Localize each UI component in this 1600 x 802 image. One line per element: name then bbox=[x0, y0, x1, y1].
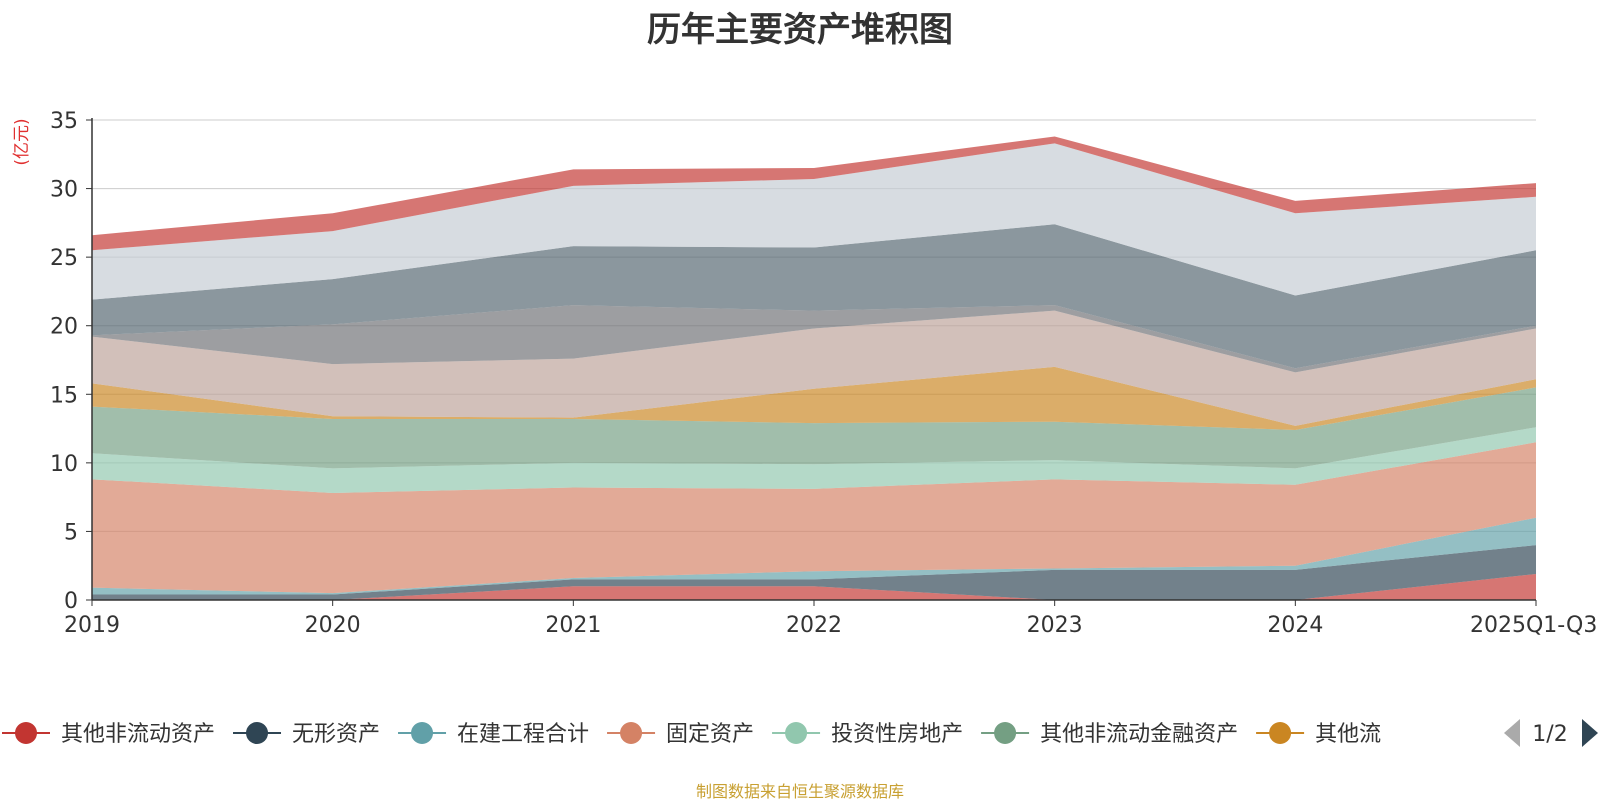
pager-prev-icon[interactable] bbox=[1504, 719, 1520, 747]
legend-item[interactable]: 在建工程合计 bbox=[398, 722, 589, 747]
legend-pager[interactable]: 1/2 bbox=[1504, 719, 1598, 747]
legend-item[interactable]: 其他非流动资产 bbox=[2, 722, 215, 747]
legend-label: 无形资产 bbox=[292, 722, 380, 747]
area-series-8 bbox=[92, 310, 1536, 426]
pager-indicator: 1/2 bbox=[1532, 722, 1567, 747]
area-series-1 bbox=[92, 573, 1536, 600]
y-tick-label: 25 bbox=[50, 246, 78, 271]
area-series-6 bbox=[92, 387, 1536, 469]
area-series-10 bbox=[92, 224, 1536, 369]
x-tick-label: 2024 bbox=[1267, 613, 1323, 638]
legend-circle-icon bbox=[785, 722, 808, 744]
chart-title: 历年主要资产堆积图 bbox=[647, 10, 953, 50]
area-series-3 bbox=[92, 517, 1536, 595]
legend-circle-icon bbox=[246, 722, 269, 744]
x-tick-label: 2021 bbox=[545, 613, 601, 638]
legend-circle-icon bbox=[411, 722, 434, 744]
legend-item[interactable]: 投资性房地产 bbox=[772, 722, 963, 747]
y-tick-label: 30 bbox=[50, 178, 78, 203]
y-tick-label: 10 bbox=[50, 452, 78, 477]
legend-item[interactable]: 其他非流动金融资产 bbox=[981, 722, 1238, 747]
legend-item[interactable]: 固定资产 bbox=[607, 722, 754, 747]
area-series-11 bbox=[92, 143, 1536, 300]
area-series-layer bbox=[92, 136, 1536, 600]
area-series-4 bbox=[92, 442, 1536, 594]
y-tick-label: 5 bbox=[64, 520, 78, 545]
legend-label: 投资性房地产 bbox=[831, 722, 963, 747]
legend-label: 固定资产 bbox=[666, 722, 754, 747]
y-tick-label: 20 bbox=[50, 315, 78, 340]
legend-label: 其他流 bbox=[1315, 722, 1381, 747]
y-tick-label: 15 bbox=[50, 383, 78, 408]
area-series-12 bbox=[92, 136, 1536, 251]
area-series-7 bbox=[92, 366, 1536, 430]
legend-circle-icon bbox=[620, 722, 643, 744]
y-tick-label: 35 bbox=[50, 109, 78, 134]
source-note: 制图数据来自恒生聚源数据库 bbox=[695, 782, 904, 801]
area-series-2 bbox=[92, 545, 1536, 600]
legend[interactable]: 其他非流动资产 无形资产 在建工程合计 固定资产 投资性房地产 其他非流动金融资产 其他流 1… bbox=[2, 719, 1598, 747]
legend-label: 其他非流动资产 bbox=[61, 722, 215, 747]
legend-circle-icon bbox=[15, 722, 37, 744]
x-tick-label: 2023 bbox=[1027, 613, 1083, 638]
axes: 0 5 10 15 20 25 30 35 2019 2020 2021 2022 2023 2024 20… bbox=[50, 109, 1597, 638]
legend-circle-icon bbox=[994, 722, 1017, 744]
legend-label: 在建工程合计 bbox=[457, 722, 589, 747]
x-tick-label: 2019 bbox=[64, 613, 120, 638]
x-tick-label: 2025Q1-Q3 bbox=[1470, 613, 1597, 638]
legend-item[interactable]: 无形资产 bbox=[233, 722, 380, 747]
legend-item[interactable]: 其他流 bbox=[1256, 722, 1381, 747]
legend-circle-icon bbox=[1269, 722, 1292, 744]
area-series-9 bbox=[92, 305, 1536, 373]
y-axis-unit-label: (亿元) bbox=[12, 118, 32, 165]
x-tick-label: 2020 bbox=[305, 613, 361, 638]
pager-next-icon[interactable] bbox=[1582, 719, 1598, 747]
y-tick-label: 0 bbox=[64, 589, 78, 614]
area-series-5 bbox=[92, 427, 1536, 494]
legend-label: 其他非流动金融资产 bbox=[1040, 722, 1238, 747]
x-tick-label: 2022 bbox=[786, 613, 842, 638]
